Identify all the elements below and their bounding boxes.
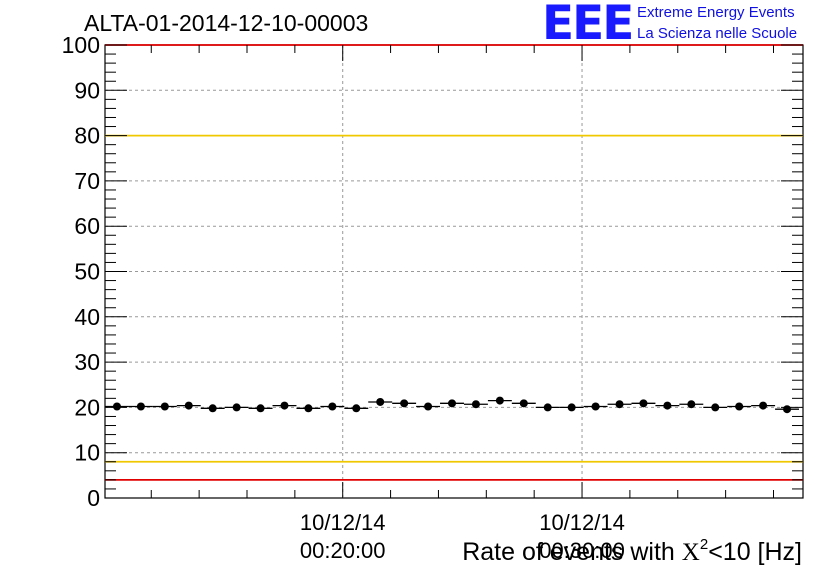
data-point [519,399,528,408]
data-point [471,400,480,409]
y-tick-label: 10 [74,440,100,466]
x-tick-label-date: 10/12/14 [539,510,625,535]
data-point [328,402,337,411]
data-point [567,403,576,412]
data-point [304,404,313,413]
y-tick-label: 30 [74,349,100,375]
x-axis-label: Rate of events with X2<10 [Hz] [462,536,802,566]
data-point [448,399,457,408]
data-point [280,401,289,410]
data-point [735,402,744,411]
y-tick-label: 60 [74,213,100,239]
y-tick-label: 80 [74,123,100,149]
data-point [400,399,409,408]
data-point [136,402,145,411]
y-tick-label: 90 [74,77,100,103]
logo-line-1: Extreme Energy Events [637,4,795,21]
y-tick-label: 20 [74,394,100,420]
y-tick-label: 40 [74,304,100,330]
data-point [160,402,169,411]
data-point [208,404,217,413]
data-point [543,403,552,412]
x-tick-labels: 10/12/14 00:20:00 10/12/14 00:30:00 [300,510,625,563]
data-point [352,404,361,413]
y-tick-label: 100 [62,32,100,58]
data-point [376,397,385,406]
y-tick-label: 0 [87,485,100,511]
x-tick-label-time: 00:30:00 [539,538,625,563]
gridlines [105,45,803,498]
data-point [112,402,121,411]
y-tick-label: 50 [74,259,100,285]
data-points [105,396,800,414]
data-point [711,403,720,412]
data-point [615,400,624,409]
x-tick-label-date: 10/12/14 [300,510,386,535]
eee-logo: EEE [542,0,634,51]
chart-title: ALTA-01-2014-12-10-00003 [84,10,369,36]
y-tick-label: 70 [74,168,100,194]
y-tick-labels: 0 10 20 30 40 50 60 70 80 90 100 [62,32,100,511]
data-point [424,402,433,411]
data-point [639,399,648,408]
data-point [495,396,504,405]
reference-lines [105,44,803,481]
data-point [663,401,672,410]
logo-line-2: La Scienza nelle Scuole [637,25,798,42]
data-point [687,400,696,409]
axis-ticks [105,44,803,499]
data-point [184,401,193,410]
data-point [256,404,265,413]
data-point [783,405,792,414]
x-tick-label-time: 00:20:00 [300,538,386,563]
data-point [759,401,768,410]
data-point [591,402,600,411]
data-point [232,403,241,412]
